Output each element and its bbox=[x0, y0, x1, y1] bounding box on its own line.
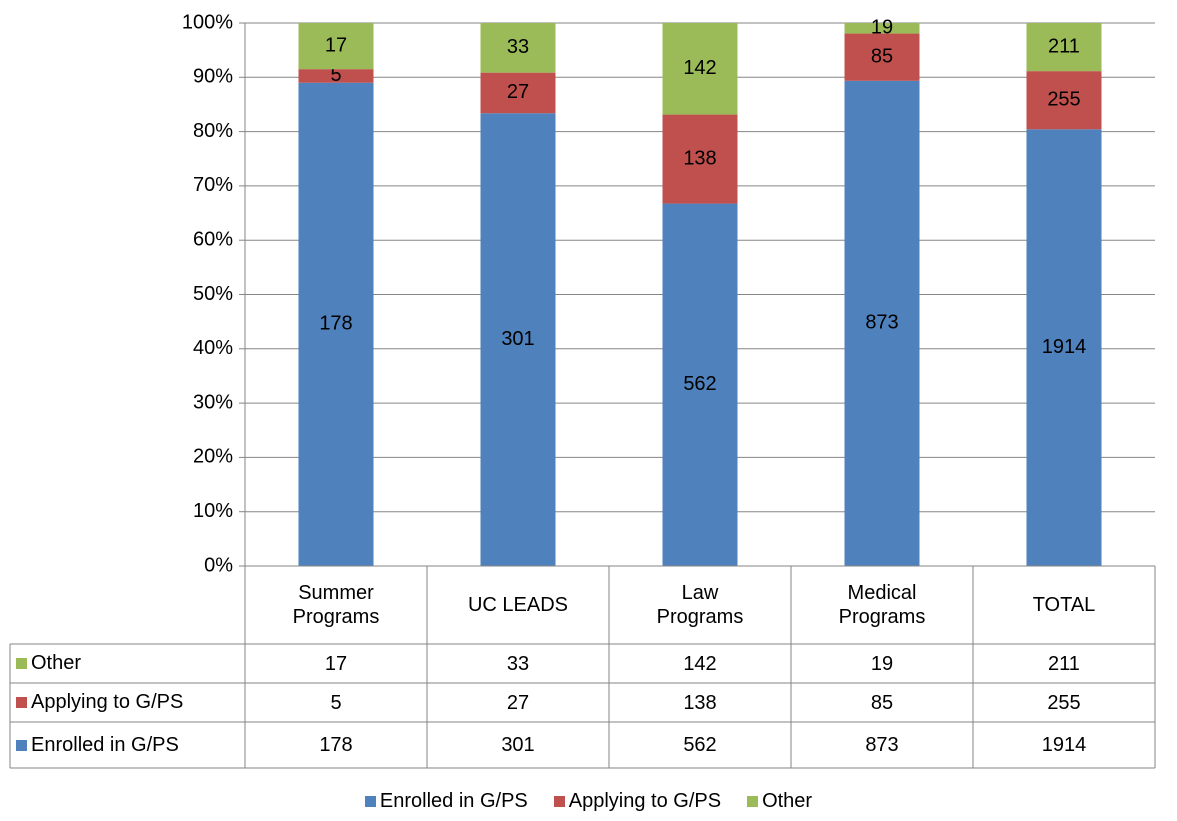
y-tick-label: 40% bbox=[193, 337, 233, 359]
series-name: Enrolled in G/PS bbox=[31, 733, 179, 756]
table-row-header: Other bbox=[10, 644, 245, 683]
legend: Enrolled in G/PS Applying to G/PS Other bbox=[0, 790, 1177, 813]
bar-segment bbox=[480, 113, 556, 567]
bar-segment bbox=[844, 80, 920, 567]
table-cell: 142 bbox=[683, 652, 717, 675]
data-label: 27 bbox=[507, 81, 529, 103]
table-cell: 178 bbox=[319, 734, 353, 756]
table-cell: 85 bbox=[870, 691, 894, 714]
bar-segment bbox=[662, 114, 738, 204]
bar-segment bbox=[480, 72, 556, 114]
data-label: 178 bbox=[319, 313, 352, 335]
table-cell: 19 bbox=[870, 652, 894, 675]
y-tick-label: 30% bbox=[193, 391, 233, 413]
legend-item: Other bbox=[747, 790, 812, 813]
table-cell: 1914 bbox=[1041, 734, 1087, 756]
y-tick-label: 60% bbox=[193, 228, 233, 250]
category-label: Summer Programs bbox=[292, 582, 380, 628]
legend-label: Other bbox=[762, 790, 813, 812]
y-tick-label: 0% bbox=[204, 554, 233, 576]
bar-segment bbox=[480, 23, 556, 73]
data-label: 255 bbox=[1047, 89, 1080, 111]
y-tick-label: 70% bbox=[193, 174, 233, 196]
data-label: 138 bbox=[683, 147, 716, 169]
bar-segment bbox=[1026, 129, 1102, 566]
table-cell: 562 bbox=[683, 734, 717, 756]
table-cell: 5 bbox=[330, 691, 342, 714]
category-label: Law Programs bbox=[656, 582, 744, 628]
legend-item: Enrolled in G/PS bbox=[364, 790, 528, 813]
bar-segment bbox=[662, 23, 738, 115]
category-label: Medical Programs bbox=[838, 582, 926, 628]
series-name: Other bbox=[31, 652, 82, 674]
legend-label: Applying to G/PS bbox=[568, 790, 722, 812]
bar-segment bbox=[1026, 23, 1102, 72]
data-label: 562 bbox=[683, 373, 716, 395]
table-cell: 138 bbox=[683, 691, 717, 714]
bar-segment bbox=[298, 69, 374, 83]
legend-item: Applying to G/PS bbox=[553, 790, 722, 813]
table-cell: 873 bbox=[865, 734, 899, 756]
data-label: 33 bbox=[507, 36, 529, 58]
table-row-header: Enrolled in G/PS bbox=[10, 722, 245, 768]
legend-swatch bbox=[747, 796, 759, 807]
table-cell: 17 bbox=[324, 652, 348, 675]
bar-segment bbox=[844, 33, 920, 81]
table-cell: 27 bbox=[506, 691, 530, 714]
y-tick-label: 50% bbox=[193, 283, 233, 305]
data-label: 17 bbox=[325, 34, 347, 56]
legend-swatch bbox=[16, 739, 27, 751]
y-tick-label: 80% bbox=[193, 120, 233, 142]
data-label: 142 bbox=[683, 57, 716, 79]
y-tick-label: 100% bbox=[182, 11, 233, 33]
y-tick-label: 20% bbox=[193, 446, 233, 468]
data-label: 1914 bbox=[1042, 336, 1087, 358]
legend-swatch bbox=[16, 697, 27, 708]
data-label: 19 bbox=[871, 17, 893, 39]
table-cell: 301 bbox=[501, 734, 535, 756]
table-cell: 255 bbox=[1047, 691, 1081, 714]
bar-segment bbox=[1026, 71, 1102, 130]
series-name: Applying to G/PS bbox=[31, 691, 184, 713]
legend-swatch bbox=[16, 658, 27, 669]
bar-segment bbox=[298, 82, 374, 566]
category-label: UC LEADS bbox=[467, 594, 569, 616]
legend-label: Enrolled in G/PS bbox=[379, 790, 528, 812]
table-cell: 33 bbox=[506, 652, 530, 675]
category-label: TOTAL bbox=[1032, 594, 1096, 616]
legend-swatch bbox=[364, 796, 376, 807]
data-label: 5 bbox=[330, 64, 341, 86]
data-label: 301 bbox=[501, 328, 534, 350]
table-cell: 211 bbox=[1048, 652, 1080, 675]
data-label: 85 bbox=[871, 45, 893, 67]
bar-segment bbox=[844, 23, 920, 34]
data-label: 211 bbox=[1048, 35, 1080, 57]
legend-swatch bbox=[553, 796, 565, 807]
data-label: 873 bbox=[865, 312, 898, 334]
bar-segment bbox=[662, 203, 738, 566]
y-tick-label: 10% bbox=[193, 500, 233, 522]
table-row-header: Applying to G/PS bbox=[10, 683, 245, 722]
y-tick-label: 90% bbox=[193, 66, 233, 88]
bar-segment bbox=[298, 23, 374, 70]
